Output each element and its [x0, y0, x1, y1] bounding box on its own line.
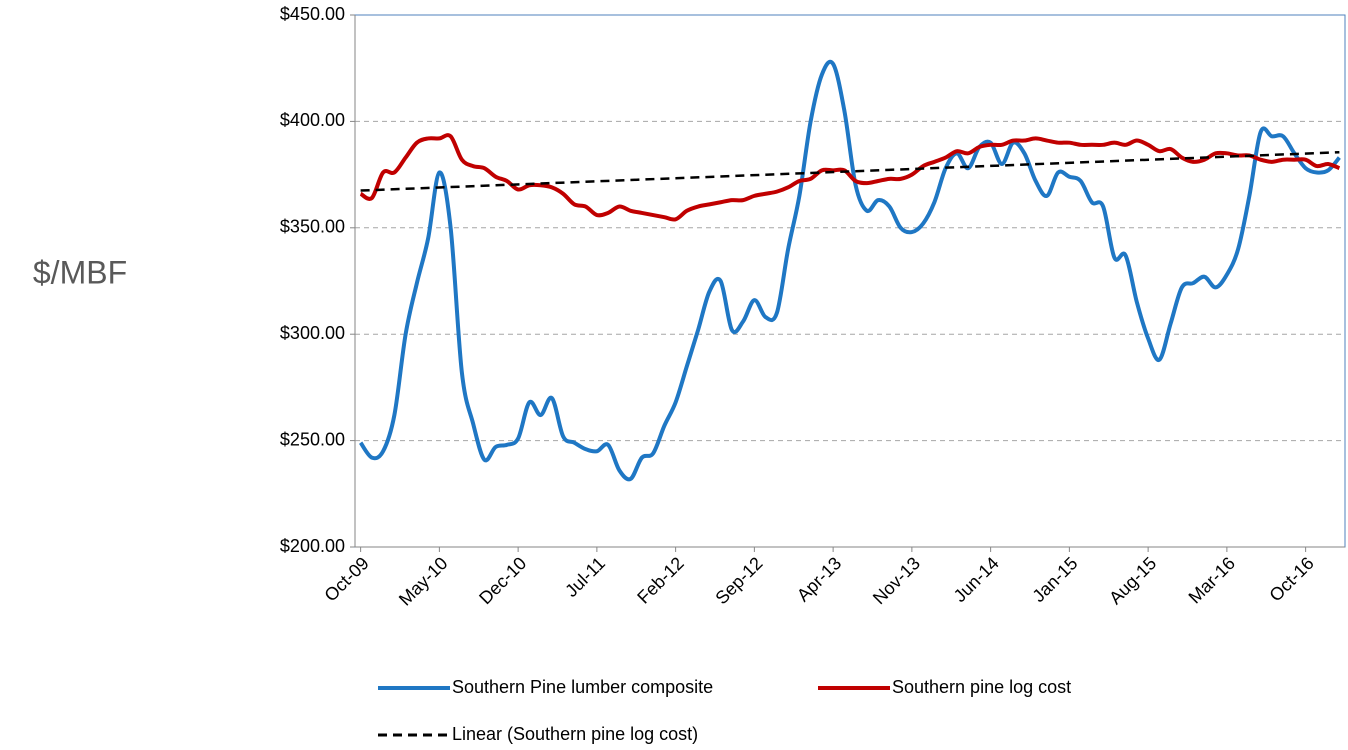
trendline — [360, 151, 1340, 192]
legend-label: Southern Pine lumber composite — [452, 677, 713, 697]
y-tick-label: $350.00 — [280, 217, 345, 237]
x-tick-label: Apr-13 — [793, 553, 845, 605]
y-tick-label: $250.00 — [280, 429, 345, 449]
x-tick-label: Jan-15 — [1028, 553, 1081, 606]
x-tick-label: Mar-16 — [1185, 553, 1239, 607]
x-tick-label: Nov-13 — [869, 553, 924, 608]
legend-label: Southern pine log cost — [892, 677, 1071, 697]
x-tick-label: Feb-12 — [633, 553, 687, 607]
series-line — [358, 59, 1341, 482]
x-tick-label: Dec-10 — [475, 553, 530, 608]
y-tick-label: $450.00 — [280, 4, 345, 24]
x-tick-label: Jul-11 — [561, 553, 609, 601]
x-tick-label: May-10 — [395, 553, 452, 610]
y-tick-label: $400.00 — [280, 110, 345, 130]
series-line — [359, 133, 1341, 222]
x-tick-label: Oct-09 — [320, 553, 372, 605]
y-tick-label: $300.00 — [280, 323, 345, 343]
x-tick-label: Jun-14 — [950, 553, 1003, 606]
x-tick-label: Aug-15 — [1105, 553, 1160, 608]
y-tick-label: $200.00 — [280, 536, 345, 556]
x-tick-label: Oct-16 — [1265, 553, 1317, 605]
legend-label: Linear (Southern pine log cost) — [452, 724, 698, 744]
y-axis-label: $/MBF — [33, 254, 127, 290]
x-tick-label: Sep-12 — [711, 553, 766, 608]
